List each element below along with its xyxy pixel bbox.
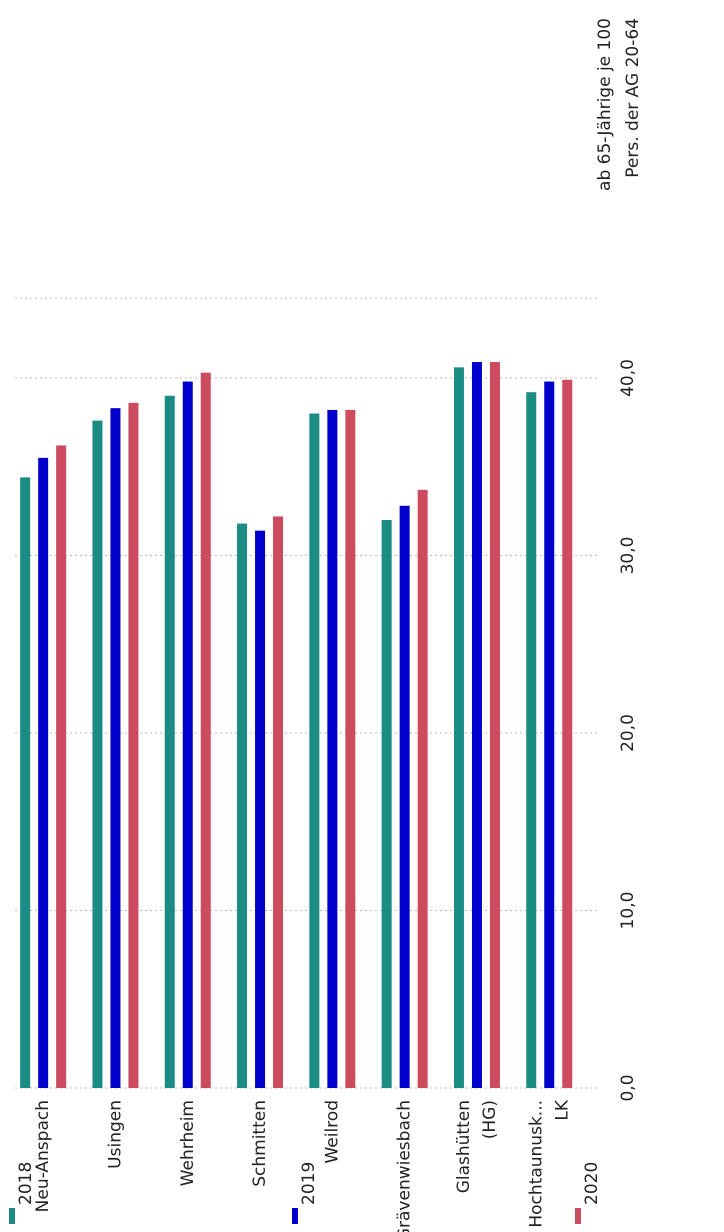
bar bbox=[562, 379, 573, 1088]
bar bbox=[453, 367, 464, 1089]
bar bbox=[164, 395, 175, 1088]
bar bbox=[182, 381, 193, 1088]
y-tick-label: 10,0 bbox=[618, 892, 638, 930]
x-tick-label: Weilrod bbox=[322, 1100, 342, 1164]
bar bbox=[38, 457, 49, 1088]
x-tick-label: Glashütten bbox=[454, 1100, 474, 1193]
bar bbox=[381, 520, 392, 1088]
legend-marker bbox=[292, 1208, 298, 1224]
bar bbox=[200, 372, 211, 1088]
bar bbox=[237, 523, 248, 1088]
bar bbox=[489, 362, 500, 1088]
x-tick-label: LK bbox=[552, 1099, 572, 1120]
y-tick-label: 20,0 bbox=[618, 714, 638, 752]
chart-title: Pers. der AG 20-64 bbox=[623, 18, 643, 178]
x-tick-label: Neu-Anspach bbox=[33, 1100, 53, 1212]
x-tick-label: Hochtaunusk... bbox=[526, 1100, 546, 1228]
x-tick-label: Schmitten bbox=[250, 1100, 270, 1187]
y-tick-label: 0,0 bbox=[618, 1074, 638, 1101]
bar bbox=[327, 409, 338, 1088]
legend-label: 2020 bbox=[582, 1162, 602, 1205]
bar bbox=[526, 392, 537, 1088]
chart-title: ab 65-Jährige je 100 bbox=[595, 18, 615, 191]
bar bbox=[20, 477, 31, 1088]
legend-marker bbox=[9, 1208, 15, 1224]
y-tick-label: 30,0 bbox=[618, 537, 638, 575]
legend-label: 2019 bbox=[299, 1162, 319, 1205]
bar bbox=[255, 530, 266, 1088]
bar bbox=[417, 489, 428, 1088]
bar bbox=[92, 420, 103, 1089]
bar bbox=[471, 362, 482, 1088]
legend-label: 2018 bbox=[16, 1162, 36, 1205]
x-tick-label: (HG) bbox=[480, 1100, 500, 1139]
bar bbox=[273, 516, 284, 1088]
bar bbox=[345, 409, 356, 1088]
bar bbox=[544, 381, 555, 1088]
bar bbox=[399, 505, 410, 1088]
bar bbox=[56, 445, 67, 1088]
x-tick-label: Wehrheim bbox=[178, 1100, 198, 1186]
y-tick-label: 40,0 bbox=[618, 359, 638, 397]
bar bbox=[309, 413, 320, 1088]
legend-marker bbox=[575, 1208, 581, 1224]
x-tick-label: Grävenwiesbach bbox=[395, 1100, 415, 1232]
x-tick-label: Usingen bbox=[105, 1100, 125, 1169]
bar bbox=[110, 408, 121, 1088]
bar bbox=[128, 402, 139, 1089]
